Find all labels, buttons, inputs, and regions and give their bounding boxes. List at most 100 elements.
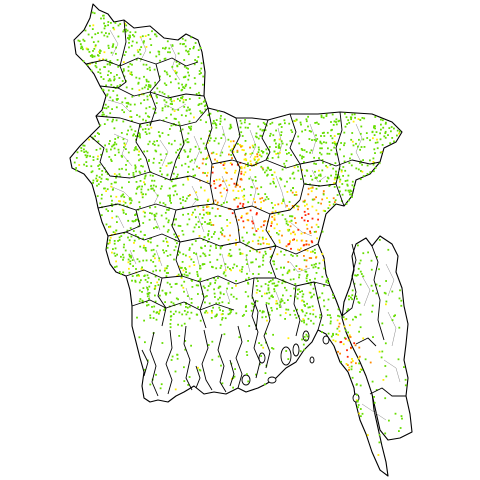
density-dot [246,354,249,356]
density-dot [218,185,221,187]
density-dot [163,269,166,272]
density-dot [200,102,203,105]
density-dot [186,138,189,140]
density-dot [173,258,175,261]
density-dot [222,310,224,312]
density-dot [327,278,329,280]
density-dot [183,366,185,369]
density-dot [166,281,169,284]
density-dot [106,35,109,38]
density-dot [319,140,322,143]
density-dot [96,179,99,181]
density-dot [189,48,191,50]
density-dot [99,50,102,52]
density-dot [117,151,120,154]
density-dot [362,275,365,278]
density-dot [274,285,277,287]
district-boundary [171,209,183,277]
density-dot [257,242,260,245]
density-dot [120,255,122,258]
density-dot [277,280,280,283]
density-dot [227,313,230,316]
density-dot [272,134,275,137]
density-dot [373,148,376,151]
density-dot [184,76,186,78]
density-dot [305,312,308,314]
density-dot [111,120,114,123]
density-dot [264,372,267,374]
density-dot [350,118,352,121]
density-dot [273,244,276,247]
density-dot [309,230,311,233]
density-dot [233,263,236,266]
density-dot [195,93,198,95]
density-dot [111,46,114,48]
density-dot [315,134,317,137]
density-dot [262,224,265,227]
density-dot [141,266,143,269]
density-dot [193,45,195,48]
density-dot [138,159,140,162]
density-dot [213,140,216,142]
density-dot [256,300,259,303]
density-dot [185,274,188,277]
density-dot [134,164,137,167]
density-dot [265,315,267,318]
density-dot [184,85,187,88]
density-dot [343,142,346,145]
density-dot [375,283,378,286]
density-dot [139,125,142,128]
density-dot [286,152,288,155]
density-dot [381,144,384,146]
density-dot [107,242,110,245]
density-dot [355,167,358,170]
density-dot [352,318,354,321]
density-dot [202,83,204,86]
density-dot [159,269,161,272]
density-dot [219,247,222,250]
density-dot [165,153,168,155]
density-dot [290,189,292,192]
district-boundary [341,243,357,317]
density-dot [316,237,318,240]
density-dot [102,78,105,80]
density-dot [310,240,313,243]
density-dot [280,126,283,128]
density-dot [113,79,115,82]
density-dot [140,46,143,48]
density-dot [141,196,144,199]
density-dot [205,310,208,312]
density-dot [97,40,100,43]
density-dot [210,317,213,319]
density-dot [314,315,317,318]
density-dot [280,298,283,301]
density-dot [291,131,294,133]
density-dot [142,237,144,240]
density-dot [155,226,158,228]
density-dot [305,323,308,326]
density-dot [105,58,108,61]
density-dot [361,170,364,173]
density-dot [356,393,358,396]
density-dot [260,344,263,347]
density-dot [197,306,199,309]
density-dot [210,184,212,187]
density-dot [257,273,260,275]
density-dot [381,350,384,353]
density-dot [223,162,226,164]
density-dot [196,60,198,63]
density-dot [120,273,122,275]
density-dot [350,153,353,156]
density-dot [287,358,290,360]
density-dot [232,266,234,269]
density-dot [153,214,156,217]
density-dot [176,175,178,178]
density-dot [112,44,114,47]
density-dot [229,268,231,270]
density-dot [181,83,183,86]
density-dot [118,200,120,202]
density-dot [85,156,88,159]
density-dot [203,213,205,216]
density-dot [271,294,273,297]
density-dot [153,68,156,71]
